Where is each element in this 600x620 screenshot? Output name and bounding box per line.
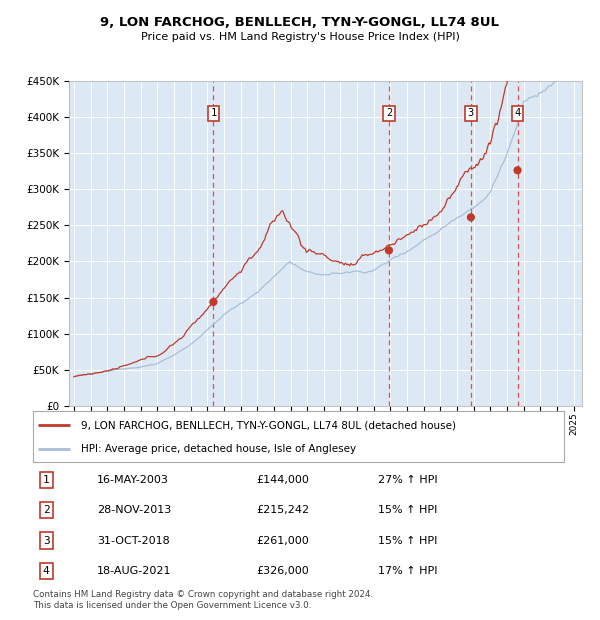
Text: 2: 2	[386, 108, 392, 118]
Text: Price paid vs. HM Land Registry's House Price Index (HPI): Price paid vs. HM Land Registry's House …	[140, 32, 460, 42]
Text: 3: 3	[43, 536, 50, 546]
Point	[513, 166, 523, 175]
Text: 17% ↑ HPI: 17% ↑ HPI	[378, 566, 437, 576]
Text: £326,000: £326,000	[256, 566, 309, 576]
Text: £261,000: £261,000	[256, 536, 309, 546]
Text: 4: 4	[43, 566, 50, 576]
Text: 9, LON FARCHOG, BENLLECH, TYN-Y-GONGL, LL74 8UL: 9, LON FARCHOG, BENLLECH, TYN-Y-GONGL, L…	[101, 16, 499, 29]
Text: 9, LON FARCHOG, BENLLECH, TYN-Y-GONGL, LL74 8UL (detached house): 9, LON FARCHOG, BENLLECH, TYN-Y-GONGL, L…	[81, 420, 456, 430]
Point	[384, 246, 394, 255]
Text: 31-OCT-2018: 31-OCT-2018	[97, 536, 169, 546]
Point	[466, 213, 476, 223]
Text: 1: 1	[43, 475, 50, 485]
Text: 28-NOV-2013: 28-NOV-2013	[97, 505, 171, 515]
Text: £144,000: £144,000	[256, 475, 309, 485]
Text: 1: 1	[210, 108, 217, 118]
Text: 2: 2	[43, 505, 50, 515]
Text: 15% ↑ HPI: 15% ↑ HPI	[378, 536, 437, 546]
Text: 3: 3	[468, 108, 474, 118]
Text: 4: 4	[514, 108, 521, 118]
Text: £215,242: £215,242	[256, 505, 309, 515]
Text: 18-AUG-2021: 18-AUG-2021	[97, 566, 171, 576]
Text: HPI: Average price, detached house, Isle of Anglesey: HPI: Average price, detached house, Isle…	[81, 444, 356, 454]
Text: Contains HM Land Registry data © Crown copyright and database right 2024.
This d: Contains HM Land Registry data © Crown c…	[33, 590, 373, 609]
Text: 16-MAY-2003: 16-MAY-2003	[97, 475, 169, 485]
Text: 15% ↑ HPI: 15% ↑ HPI	[378, 505, 437, 515]
Text: 27% ↑ HPI: 27% ↑ HPI	[378, 475, 438, 485]
Point	[209, 297, 218, 307]
